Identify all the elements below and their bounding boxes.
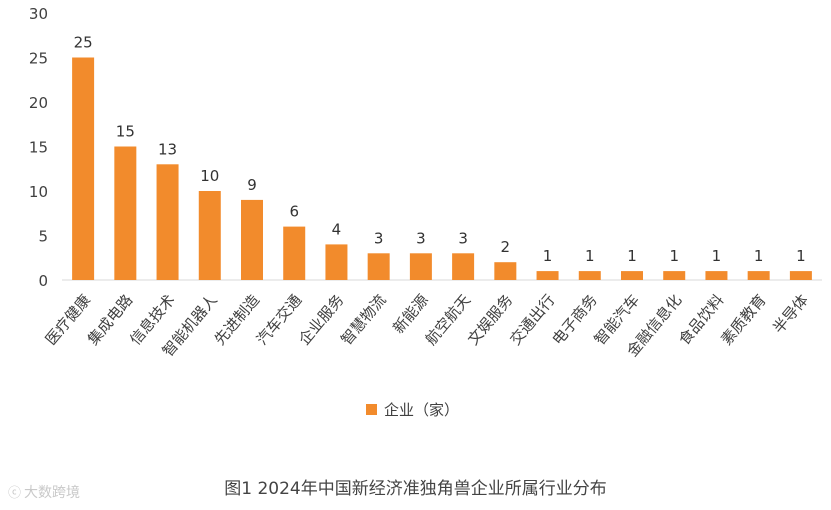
bar-value-label: 4 (332, 220, 342, 238)
legend-label: 企业（家） (384, 401, 459, 419)
bar-value-label: 10 (200, 167, 219, 185)
bar (283, 226, 306, 280)
bar-chart: 0 5 10 15 20 25 30 25 15 13 10 9 6 4 3 3 3 2 1 1 1 1 1 1 1 医疗健康… (29, 5, 822, 419)
y-tick-label: 10 (29, 183, 48, 201)
bar (198, 191, 221, 280)
bar (156, 164, 179, 280)
bar (747, 271, 770, 280)
y-tick-label: 25 (29, 50, 48, 68)
bar (452, 253, 475, 280)
bars (72, 57, 812, 280)
bar (663, 271, 686, 280)
bar-value-label: 6 (289, 203, 299, 221)
y-tick-label: 5 (38, 228, 48, 246)
watermark: ⓒ 大数跨境 (8, 482, 80, 502)
bar-value-label: 2 (501, 238, 511, 256)
bar (705, 271, 728, 280)
bar (325, 244, 348, 280)
watermark-text: 大数跨境 (24, 485, 81, 501)
legend-swatch (366, 404, 377, 415)
bar-value-label: 3 (416, 229, 426, 247)
watermark-logo-icon: ⓒ (8, 486, 22, 501)
y-axis-ticks: 0 5 10 15 20 25 30 (29, 5, 48, 290)
bar (114, 146, 137, 280)
bar (494, 262, 517, 280)
x-tick-label: 新能源 (389, 291, 432, 337)
bar-value-label: 3 (374, 229, 384, 247)
bar-value-label: 1 (543, 247, 553, 265)
bar-value-label: 3 (458, 229, 468, 247)
bar-value-label: 1 (754, 247, 764, 265)
bar-value-label: 15 (116, 123, 135, 141)
bar-value-label: 9 (247, 176, 257, 194)
bar (578, 271, 601, 280)
y-tick-label: 20 (29, 94, 48, 112)
bar-value-label: 25 (74, 34, 93, 52)
legend: 企业（家） (366, 401, 459, 419)
bar (621, 271, 643, 280)
x-tick-label: 素质教育 (717, 291, 769, 349)
x-tick-label: 智慧物流 (337, 291, 389, 349)
y-tick-label: 30 (29, 5, 48, 23)
bar (367, 253, 390, 280)
bar-value-label: 1 (712, 247, 722, 265)
figure-caption: 图1 2024年中国新经济准独角兽企业所属行业分布 (224, 479, 607, 499)
x-tick-label: 半导体 (769, 291, 812, 337)
bar (409, 253, 432, 280)
bar-value-label: 1 (627, 247, 637, 265)
bar-value-label: 1 (585, 247, 595, 265)
bar-value-label: 1 (796, 247, 806, 265)
y-tick-label: 0 (38, 272, 48, 290)
bar (789, 271, 812, 280)
bar-value-labels: 25 15 13 10 9 6 4 3 3 3 2 1 1 1 1 1 1 1 (74, 34, 806, 266)
bar-value-label: 13 (158, 140, 177, 158)
bar (241, 199, 263, 280)
bar (536, 271, 559, 280)
y-tick-label: 15 (29, 139, 48, 157)
bar (72, 57, 95, 280)
bar-value-label: 1 (669, 247, 679, 265)
